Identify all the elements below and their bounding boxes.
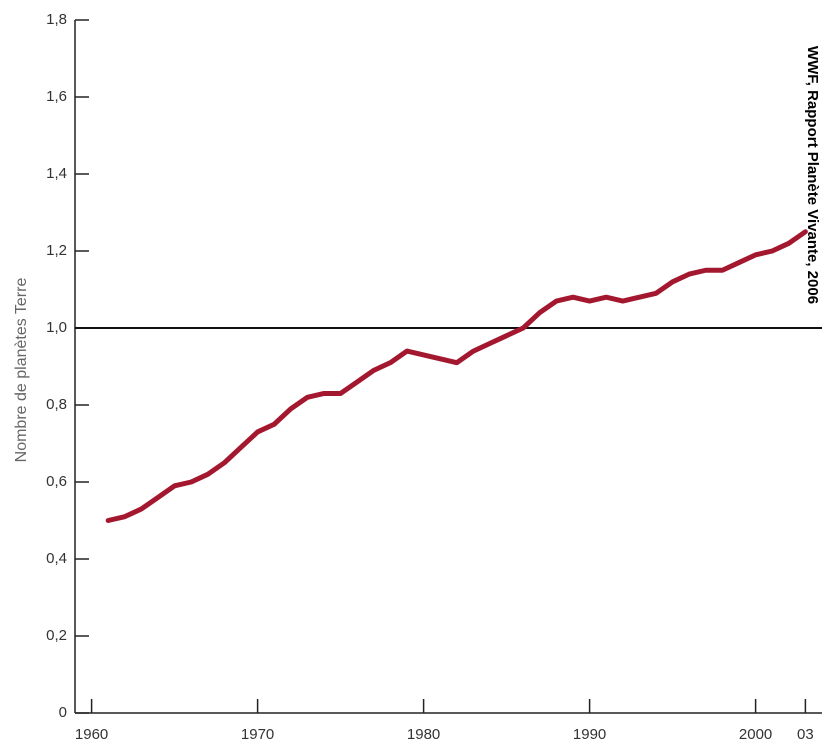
y-tick-label: 1,0 bbox=[46, 319, 67, 336]
y-tick-label: 1,2 bbox=[46, 242, 67, 259]
data-line bbox=[105, 229, 808, 523]
y-tick-label: 1,8 bbox=[46, 11, 67, 28]
y-tick-label: 0,2 bbox=[46, 627, 67, 644]
x-tick-label: 03 bbox=[797, 726, 814, 743]
x-tick-label: 1980 bbox=[407, 726, 440, 743]
y-tick-label: 0,4 bbox=[46, 550, 67, 567]
x-tick-label: 1960 bbox=[75, 726, 108, 743]
y-tick-label: 1,6 bbox=[46, 88, 67, 105]
x-tick-label: 1970 bbox=[241, 726, 274, 743]
x-tick-label: 2000 bbox=[739, 726, 772, 743]
y-tick-label: 1,4 bbox=[46, 165, 67, 182]
y-tick-label: 0,8 bbox=[46, 396, 67, 413]
x-tick-label: 1990 bbox=[573, 726, 606, 743]
y-tick-label: 0,6 bbox=[46, 473, 67, 490]
y-axis-label: Nombre de planètes Terre bbox=[13, 278, 30, 463]
y-tick-label: 0 bbox=[59, 704, 67, 721]
source: WWF, Rapport Planète Vivante, 2006 bbox=[804, 46, 821, 304]
